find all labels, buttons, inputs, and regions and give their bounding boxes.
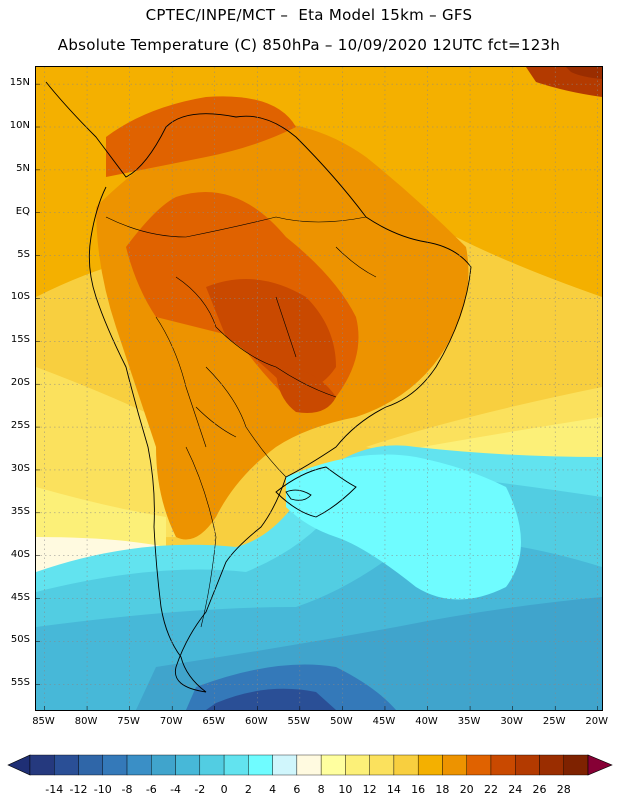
lon-tick-label: 40W [415,716,438,727]
lon-tick-label: 55W [287,716,311,727]
colorbar-tick-label: 14 [386,783,401,796]
lon-tick-label: 25W [542,716,566,727]
colorbar-over-triangle [587,754,613,776]
lat-tick-label: 55S [10,677,30,689]
colorbar-under-triangle [7,754,31,776]
colorbar-segment [442,754,467,776]
colorbar-tick-label: 12 [362,783,377,796]
colorbar-tick-label: 0 [220,783,228,796]
colorbar-segment [248,754,273,776]
colorbar-tick-label: 2 [244,783,252,796]
lat-tick-label: 15S [10,334,30,346]
colorbar-segment [29,754,55,776]
lon-tick-label: 70W [159,716,183,727]
lat-tick-label: 20S [10,377,30,389]
lat-tick-label: 40S [10,548,30,560]
colorbar-segment [417,754,443,776]
colorbar-segment [126,754,152,776]
colorbar-segment [54,754,79,776]
colorbar-segment [151,754,176,776]
colorbar-segment [199,754,225,776]
lat-tick-label: 35S [10,505,30,517]
lon-tick-label: 75W [117,716,140,727]
lon-tick-label: 65W [202,716,226,727]
colorbar-tick-label: 6 [293,783,301,796]
colorbar-tick-label: -12 [69,783,88,796]
lat-tick-label: 5N [16,162,30,174]
map-subtitle: Absolute Temperature (C) 850hPa – 10/09/… [57,36,561,54]
colorbar-tick-label: 28 [556,783,571,796]
colorbar-tick-label: -6 [145,783,157,796]
colorbar-tick-label: -10 [93,783,112,796]
lat-tick-label: 5S [17,248,30,260]
colorbar-tick-label: 26 [532,783,547,796]
colorbar-segment [102,754,128,776]
colorbar-segment [296,754,322,776]
colorbar-tick-label: 22 [483,783,498,796]
colorbar-segment [515,754,540,776]
colorbar-tick-label: 20 [459,783,474,796]
colorbar-segment [466,754,492,776]
lon-tick-label: 85W [32,716,55,727]
colorbar-tick-label: 24 [508,783,523,796]
temperature-map [36,67,602,710]
colorbar-segment [223,754,249,776]
colorbar-segment [272,754,298,776]
lon-tick-label: 50W [330,716,353,727]
lon-tick-label: 35W [457,716,481,727]
lat-tick-label: 45S [10,591,30,603]
lon-tick-label: 20W [585,716,609,727]
lat-tick-label: 30S [10,462,30,474]
lat-tick-label: EQ [15,205,30,217]
country-borders [105,216,377,628]
colorbar-tick-label: -4 [170,783,182,796]
colorbar-segment [78,754,103,776]
colorbar-tick-label: 4 [269,783,277,796]
colorbar-tick-label: 8 [317,783,325,796]
colorbar-segment [490,754,516,776]
colorbar-tick-label: -2 [194,783,206,796]
colorbar-tick-label: -8 [121,783,133,796]
lat-tick-label: 10S [10,291,30,303]
lon-tick-label: 60W [244,716,268,727]
colorbar-segment [369,754,395,776]
colorbar-segment [320,754,346,776]
colorbar-segment [563,754,589,776]
colorbar-segment [175,754,201,776]
colorbar-tick-label: -14 [45,783,64,796]
colorbar-tick-label: 10 [338,783,353,796]
lat-tick-label: 10N [9,120,30,131]
lon-tick-label: 45W [372,716,396,727]
colorbar-tick-label: 16 [411,783,426,796]
lat-tick-label: 50S [10,634,30,646]
graticule-lines [36,67,602,710]
colorbar-segment [539,754,564,776]
colorbar-segment [393,754,419,776]
temperature-field [36,67,602,710]
map-frame [35,66,603,711]
map-title: CPTEC/INPE/MCT – Eta Model 15km – GFS [145,6,473,24]
colorbar [7,754,613,776]
lat-tick-label: 25S [10,420,30,432]
coastlines [45,81,472,693]
colorbar-tick-label: 18 [435,783,450,796]
lon-tick-label: 30W [500,716,523,727]
colorbar-segment [345,754,370,776]
lon-tick-label: 80W [74,716,98,727]
lat-tick-label: 15N [9,77,30,89]
